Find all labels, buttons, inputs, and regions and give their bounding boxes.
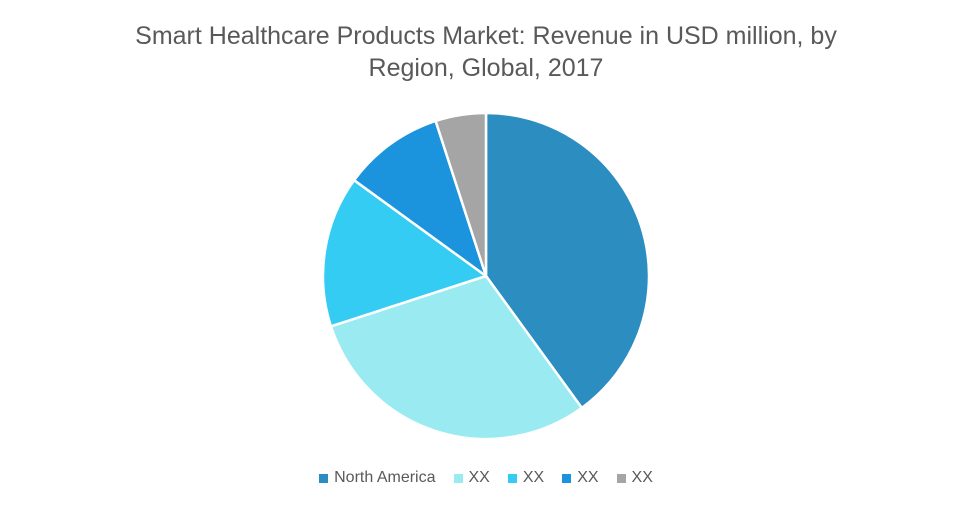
legend-label-0: North America bbox=[334, 469, 436, 486]
pie-slice-3 bbox=[352, 119, 488, 278]
legend-swatch-4 bbox=[616, 473, 626, 483]
legend-swatch-1 bbox=[453, 473, 463, 483]
pie-slice-2 bbox=[321, 178, 488, 328]
pie-slice-0 bbox=[484, 111, 651, 410]
legend-swatch-3 bbox=[562, 473, 572, 483]
pie-slice-1 bbox=[329, 274, 584, 441]
legend-item-1: XX bbox=[453, 469, 490, 487]
legend-label-3: XX bbox=[577, 469, 599, 486]
legend-item-3: XX bbox=[562, 469, 599, 487]
legend-item-4: XX bbox=[616, 469, 653, 487]
chart-title-line-2: Region, Global, 2017 bbox=[368, 54, 604, 82]
legend-item-0: North America bbox=[319, 469, 436, 487]
legend-label-4: XX bbox=[631, 469, 653, 486]
legend-label-2: XX bbox=[522, 469, 545, 486]
legend-item-2: XX bbox=[507, 469, 545, 487]
chart-title: Smart Healthcare Products Market: Revenu… bbox=[0, 20, 972, 84]
pie-slice-4 bbox=[434, 111, 488, 278]
chart-title-line-1: Smart Healthcare Products Market: Revenu… bbox=[135, 22, 837, 50]
legend-swatch-2 bbox=[507, 473, 517, 483]
chart-legend: North America XX XX XX XX bbox=[0, 469, 972, 487]
legend-swatch-0 bbox=[319, 473, 329, 483]
legend-label-1: XX bbox=[468, 469, 490, 486]
